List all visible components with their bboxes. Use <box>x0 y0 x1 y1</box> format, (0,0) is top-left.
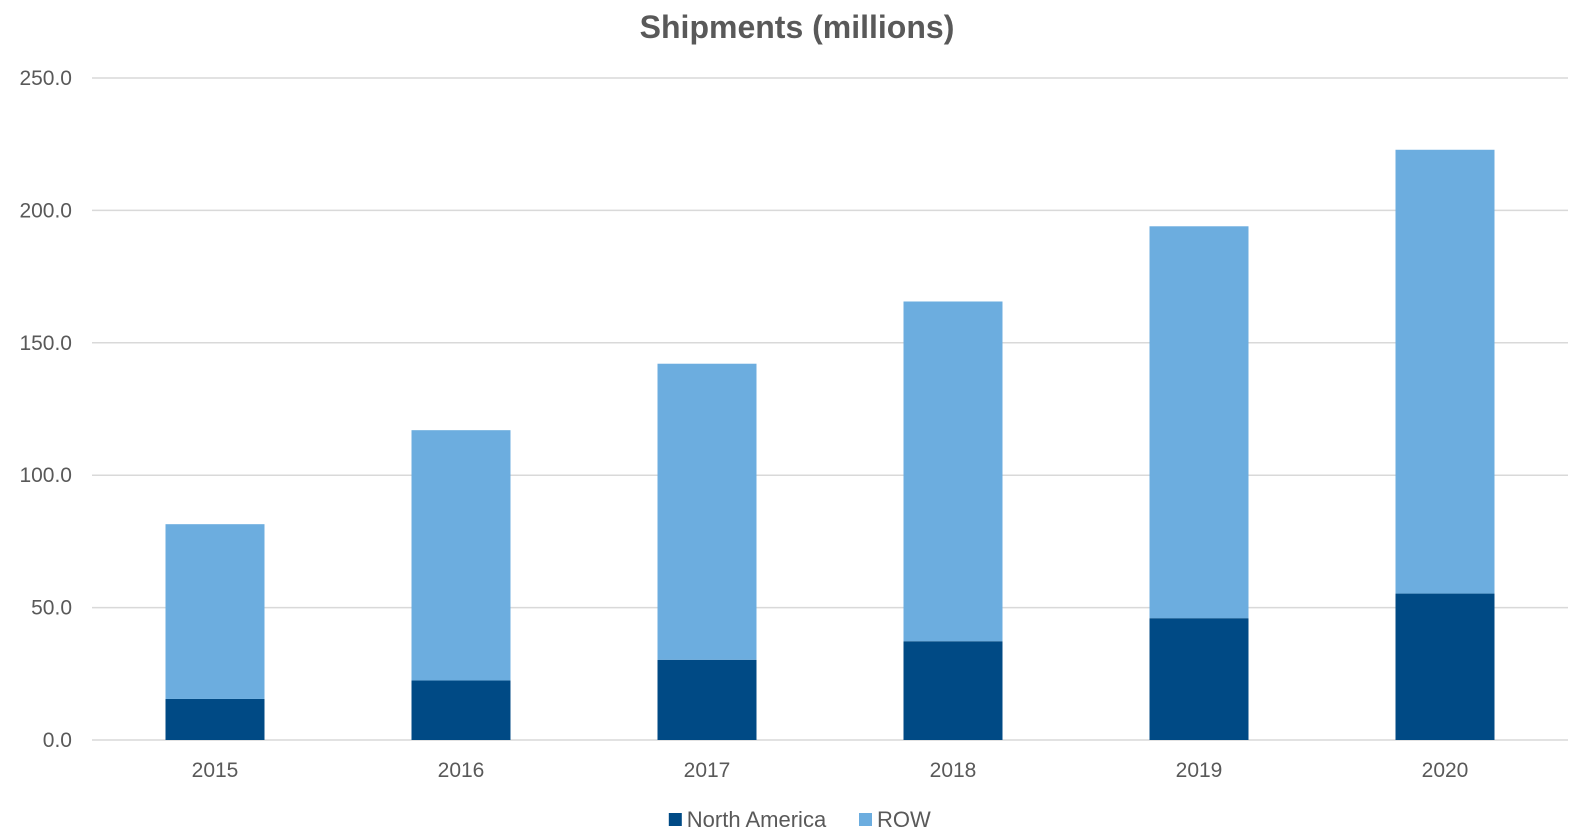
x-tick-label: 2015 <box>192 759 239 782</box>
y-tick-label: 150.0 <box>19 332 72 355</box>
bar-north-america-2019 <box>1149 618 1249 740</box>
y-tick-label: 200.0 <box>19 199 72 222</box>
y-tick-label: 250.0 <box>19 67 72 90</box>
legend-swatch <box>859 813 872 826</box>
bar-row-2019 <box>1149 226 1249 619</box>
legend-item-north-america: North America <box>668 807 827 832</box>
bars <box>165 149 1495 740</box>
legend-swatch <box>668 813 682 826</box>
x-tick-label: 2019 <box>1176 759 1223 782</box>
legend-label: ROW <box>877 807 931 832</box>
bar-row-2020 <box>1395 149 1495 594</box>
legend: North America ROW <box>668 807 931 832</box>
y-tick-label: 0.0 <box>43 729 72 752</box>
x-tick-label: 2017 <box>684 759 731 782</box>
legend-label: North America <box>687 807 827 832</box>
bar-row-2017 <box>657 363 757 660</box>
chart-title: Shipments (millions) <box>640 9 955 45</box>
bar-north-america-2020 <box>1395 593 1495 740</box>
bar-row-2015 <box>165 524 265 699</box>
bar-north-america-2018 <box>903 641 1003 740</box>
legend-item-row: ROW <box>859 807 931 832</box>
x-tick-label: 2018 <box>930 759 977 782</box>
x-tick-label: 2020 <box>1422 759 1469 782</box>
x-axis-tick-labels: 2015 2016 2017 2018 2019 2020 <box>192 759 1469 782</box>
y-axis-tick-labels: 0.0 50.0 100.0 150.0 200.0 250.0 <box>19 67 72 752</box>
bar-row-2016 <box>411 430 511 681</box>
gridlines <box>92 77 1568 741</box>
y-tick-label: 100.0 <box>19 464 72 487</box>
bar-north-america-2016 <box>411 680 511 740</box>
bar-row-2018 <box>903 301 1003 642</box>
x-tick-label: 2016 <box>438 759 485 782</box>
y-tick-label: 50.0 <box>31 597 72 620</box>
bar-north-america-2017 <box>657 659 757 740</box>
bar-north-america-2015 <box>165 698 265 740</box>
